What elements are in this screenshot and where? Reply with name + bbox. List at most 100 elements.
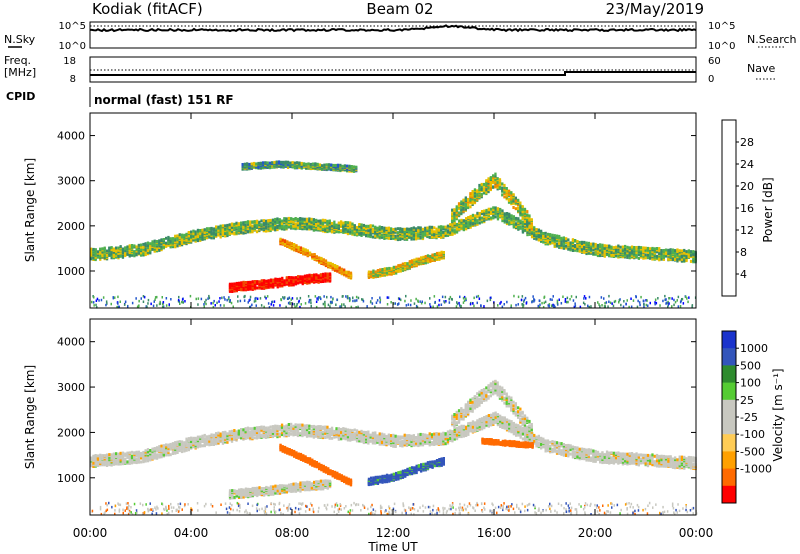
scatter-cell: [424, 231, 427, 235]
scatter-cell: [288, 281, 291, 285]
scatter-cell: [92, 454, 95, 458]
scatter-cell: [444, 233, 447, 237]
scatter-cell: [621, 251, 625, 255]
scatter-cell: [562, 236, 565, 240]
scatter-cell: [336, 163, 340, 167]
scatter-cell: [492, 213, 495, 217]
scatter-cell: [405, 234, 409, 237]
scatter-cell: [674, 258, 677, 261]
scatter-cell: [674, 251, 677, 255]
scatter-cell: [90, 461, 93, 465]
scatter-cell: [619, 245, 622, 249]
scatter-cell: [130, 244, 134, 247]
scatter-cell: [596, 252, 600, 255]
scatter-cell: [181, 298, 184, 301]
scatter-cell: [254, 297, 256, 300]
scatter-cell: [124, 246, 127, 250]
scatter-cell: [324, 259, 328, 263]
scatter-cell: [357, 305, 359, 309]
scatter-cell: [121, 247, 125, 251]
scatter-cell: [612, 246, 615, 250]
scatter-cell: [121, 454, 125, 458]
scatter-cell: [268, 306, 271, 309]
scatter-cell: [408, 227, 411, 231]
scatter-cell: [542, 236, 545, 239]
scatter-cell: [353, 224, 356, 228]
scatter-cell: [253, 426, 256, 430]
scatter-cell: [296, 226, 300, 230]
scatter-cell: [349, 231, 352, 235]
scatter-cell: [510, 193, 513, 197]
scatter-cell: [374, 234, 377, 238]
scatter-cell: [528, 223, 531, 227]
scatter-cell: [471, 190, 474, 193]
scatter-cell: [271, 226, 275, 230]
scatter-cell: [118, 305, 120, 309]
scatter-cell: [149, 247, 152, 251]
scatter-cell: [196, 441, 200, 445]
scatter-cell: [555, 244, 559, 248]
scatter-cell: [237, 300, 239, 303]
scatter-cell: [242, 284, 245, 287]
scatter-cell: [312, 218, 315, 222]
scatter-cell: [283, 217, 286, 221]
scatter-cell: [410, 259, 414, 263]
scatter-cell: [676, 299, 678, 302]
scatter-cell: [385, 273, 389, 277]
scatter-cell: [121, 253, 125, 257]
scatter-cell: [354, 299, 356, 302]
scatter-cell: [455, 207, 458, 210]
scatter-cell: [312, 224, 315, 228]
scatter-cell: [669, 257, 672, 261]
scatter-cell: [360, 225, 363, 229]
scatter-cell: [240, 428, 243, 431]
scatter-cell: [223, 304, 225, 307]
scatter-cell: [583, 245, 586, 249]
scatter-cell: [451, 212, 454, 216]
scatter-cell: [487, 210, 490, 214]
scatter-cell: [219, 432, 222, 436]
scatter-cell: [247, 301, 249, 304]
scatter-cell: [290, 276, 293, 280]
scatter-cell: [501, 213, 504, 217]
scatter-cell: [405, 235, 409, 239]
scatter-cell: [469, 225, 472, 229]
scatter-cell: [123, 303, 126, 306]
scatter-cell: [348, 299, 351, 303]
scatter-cell: [259, 297, 262, 300]
scatter-band-2: [228, 272, 332, 293]
freq-right-tick-top: 60: [708, 56, 721, 67]
scatter-cell: [176, 440, 179, 444]
scatter-cell: [646, 299, 648, 302]
scatter-cell: [142, 300, 145, 303]
scatter-cell: [154, 296, 157, 299]
scatter-cell: [215, 232, 218, 236]
scatter-cell: [639, 246, 643, 250]
scatter-cell: [653, 249, 656, 253]
scatter-cell: [192, 229, 195, 233]
scatter-cell: [108, 455, 111, 459]
scatter-cell: [290, 221, 293, 225]
scatter-cell: [448, 301, 451, 304]
scatter-cell: [242, 221, 245, 225]
scatter-cell: [216, 301, 218, 305]
scatter-cell: [124, 249, 127, 253]
scatter-cell: [499, 302, 501, 305]
scatter-cell: [471, 218, 475, 222]
scatter-cell: [519, 205, 522, 209]
scatter-cell: [567, 238, 570, 242]
scatter-cell: [324, 224, 327, 228]
scatter-cell: [208, 437, 211, 441]
scatter-cell: [319, 273, 323, 277]
scatter-cell: [681, 298, 683, 301]
scatter-cell: [102, 296, 105, 299]
scatter-cell: [469, 195, 472, 199]
scatter-cell: [284, 296, 286, 299]
scatter-cell: [99, 247, 102, 251]
scatter-cell: [324, 227, 327, 231]
scatter-cell: [219, 226, 222, 230]
scatter-cell: [210, 433, 213, 437]
scatter-cell: [680, 259, 684, 263]
scatter-cell: [226, 231, 229, 235]
scatter-cell: [219, 437, 222, 441]
